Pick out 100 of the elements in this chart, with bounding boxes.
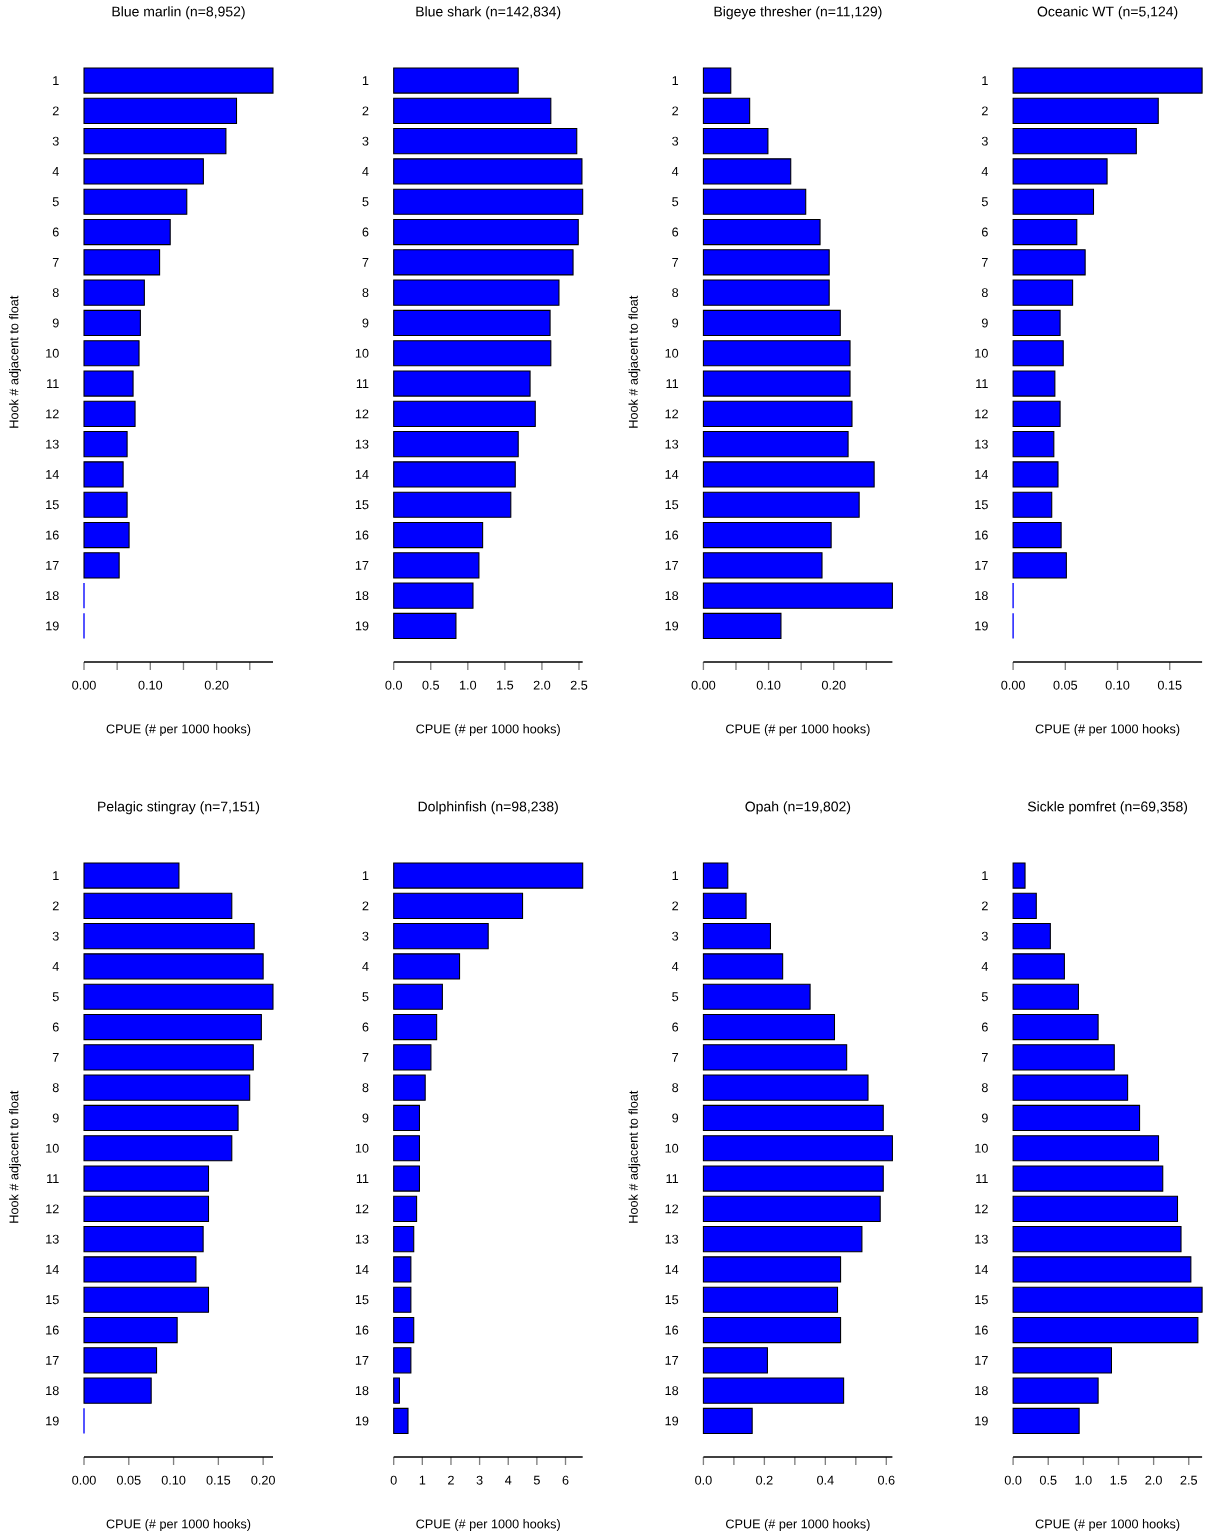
chart-title: Bigeye thresher (n=11,129) (714, 6, 882, 20)
y-tick-label: 13 (46, 439, 59, 449)
x-tick-label: 2.5 (1180, 1475, 1198, 1485)
bar (702, 1104, 884, 1132)
bar (393, 1407, 409, 1435)
y-tick-label: 9 (981, 318, 988, 328)
y-tick-label: 8 (672, 288, 679, 298)
bar (702, 983, 811, 1010)
y-tick-label: 3 (672, 136, 679, 146)
y-tick-label: 10 (46, 348, 59, 358)
bar (1012, 1316, 1199, 1344)
x-axis-title: CPUE (# per 1000 hooks) (726, 1519, 870, 1531)
bar (393, 892, 524, 919)
bar (83, 309, 141, 337)
bar (1012, 1407, 1080, 1435)
bar (1012, 1044, 1115, 1071)
y-tick-label: 8 (52, 1083, 59, 1093)
y-tick-label: 7 (362, 1052, 369, 1062)
bar (83, 1104, 239, 1132)
chart-title: Sickle pomfret (n=69,358) (1027, 801, 1188, 815)
y-tick-label: 4 (981, 962, 989, 971)
y-tick-label: 5 (362, 197, 369, 207)
y-tick-label: 15 (665, 500, 679, 510)
bar (83, 1316, 178, 1344)
bar (702, 218, 821, 246)
y-tick-label: 11 (666, 379, 679, 388)
y-tick-label: 4 (52, 962, 59, 971)
y-tick-label: 6 (362, 1022, 369, 1032)
bar (393, 983, 443, 1010)
y-tick-label: 18 (355, 1386, 369, 1396)
bar (1012, 1286, 1203, 1313)
bar (83, 1044, 254, 1071)
y-tick-label: 16 (46, 530, 59, 540)
bar (702, 97, 751, 124)
bar (393, 249, 574, 276)
bar (702, 612, 782, 640)
y-tick-label: 19 (46, 1416, 59, 1426)
bar (83, 249, 161, 276)
x-tick-label: 0.4 (817, 1475, 834, 1485)
x-tick-label: 1.0 (459, 680, 477, 690)
x-tick-label: 0.10 (138, 680, 163, 690)
bar (393, 1165, 421, 1192)
bar (1012, 552, 1067, 579)
y-tick-label: 2 (981, 901, 988, 911)
y-tick-label: 10 (355, 1143, 369, 1153)
bar (393, 370, 531, 397)
x-tick-label: 0.15 (1157, 680, 1182, 690)
y-tick-label: 17 (46, 1355, 59, 1365)
y-tick-label: 3 (981, 136, 988, 146)
bar (83, 953, 264, 980)
y-tick-label: 4 (671, 167, 679, 176)
x-tick-label: 0.00 (72, 1475, 96, 1485)
bar (393, 218, 579, 246)
y-tick-label: 15 (355, 500, 369, 510)
x-tick-label: 2 (448, 1475, 454, 1485)
y-tick-label: 16 (46, 1325, 59, 1335)
bar (1012, 1135, 1160, 1162)
bar (83, 188, 188, 215)
bar (83, 1256, 197, 1283)
y-tick-label: 18 (355, 591, 369, 601)
y-tick-label: 2 (672, 106, 679, 116)
y-tick-label: 14 (355, 1265, 369, 1274)
y-tick-label: 7 (52, 257, 59, 267)
bar (393, 612, 457, 640)
bar (393, 158, 583, 185)
bar (83, 1377, 152, 1404)
y-tick-label: 17 (665, 560, 679, 570)
y-tick-label: 16 (975, 1325, 988, 1335)
x-axis-title: CPUE (# per 1000 hooks) (416, 724, 560, 736)
y-tick-label: 14 (665, 1265, 679, 1274)
y-tick-label: 10 (355, 348, 369, 358)
x-tick-label: 0.10 (1105, 680, 1130, 690)
y-tick-label: 11 (976, 1174, 988, 1183)
x-tick-label: 0.10 (756, 680, 781, 690)
y-tick-label: 4 (362, 167, 369, 176)
bar (1012, 1195, 1179, 1222)
bar (83, 370, 134, 397)
bar (702, 1044, 848, 1071)
x-tick-label: 0.00 (1001, 680, 1025, 690)
bar (1012, 67, 1203, 94)
y-tick-label: 19 (975, 621, 988, 631)
y-tick-label: 16 (355, 1325, 369, 1335)
bar (393, 461, 516, 488)
x-axis-title: CPUE (# per 1000 hooks) (106, 1519, 251, 1531)
y-tick-label: 9 (362, 1113, 369, 1123)
y-tick-label: 2 (362, 106, 369, 116)
x-tick-label: 0.00 (72, 680, 96, 690)
y-tick-label: 12 (355, 1204, 369, 1214)
x-tick-label: 0.2 (756, 1475, 773, 1485)
bar (393, 1316, 415, 1344)
bar (1012, 862, 1026, 889)
bar (1012, 370, 1056, 397)
x-axis-title: CPUE (# per 1000 hooks) (1035, 1519, 1180, 1531)
bar (1012, 1226, 1182, 1253)
bar (1012, 309, 1061, 337)
bar (702, 1165, 884, 1192)
y-tick-label: 11 (666, 1174, 679, 1183)
y-tick-label: 2 (981, 106, 988, 116)
y-tick-label: 5 (52, 197, 59, 207)
bar (393, 953, 461, 980)
